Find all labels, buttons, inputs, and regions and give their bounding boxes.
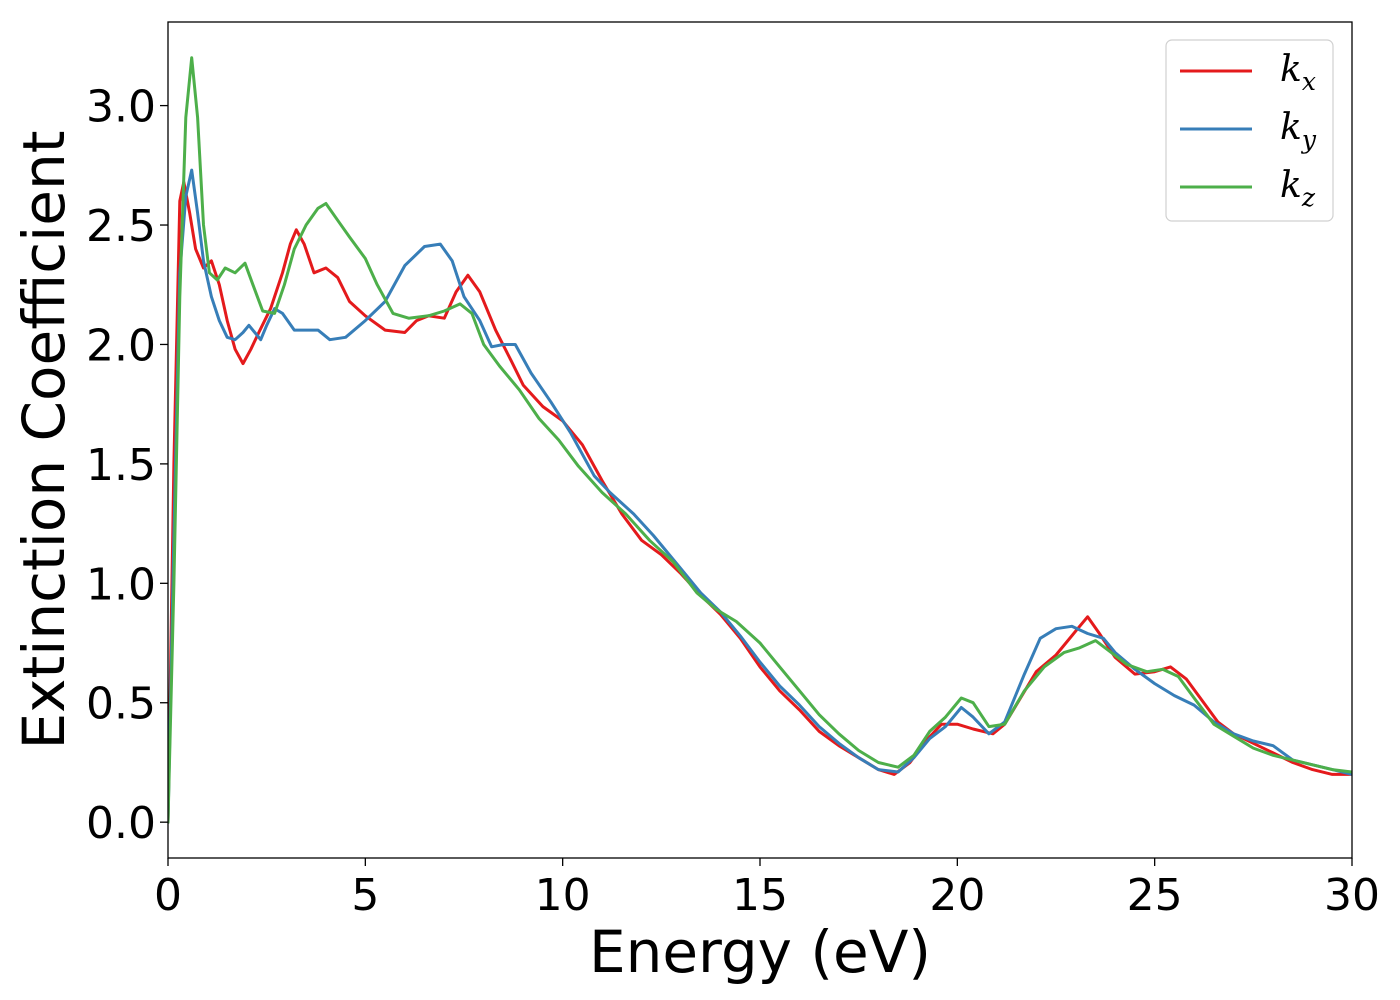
x-tick-label: 30 (1324, 870, 1380, 921)
y-axis-ticks: 0.0 0.5 1.0 1.5 2.0 2.5 3.0 (86, 82, 168, 849)
y-tick-label: 2.5 (86, 201, 156, 252)
x-tick-label: 20 (929, 870, 985, 921)
y-tick-label: 0.0 (86, 798, 156, 849)
x-tick-label: 5 (351, 870, 379, 921)
legend-subscript: x (1302, 67, 1316, 96)
series-layer (168, 56, 1352, 824)
x-tick-label: 0 (154, 870, 182, 921)
x-tick-label: 25 (1127, 870, 1183, 921)
y-tick-label: 0.5 (86, 679, 156, 730)
y-axis-label: Extinction Coefficient (10, 131, 78, 750)
x-axis-ticks: 0 5 10 15 20 25 30 (154, 858, 1380, 921)
legend-label-kz: kz (1280, 165, 1316, 212)
y-tick-label: 1.5 (86, 440, 156, 491)
series-line-kz (168, 56, 1352, 824)
y-tick-label: 2.0 (86, 320, 156, 371)
legend-subscript: y (1301, 125, 1317, 154)
x-tick-label: 10 (535, 870, 591, 921)
series-line-ky (168, 168, 1352, 824)
y-tick-label: 1.0 (86, 559, 156, 610)
series-line-kx (168, 180, 1352, 824)
y-tick-label: 3.0 (86, 82, 156, 133)
legend-subscript: z (1301, 183, 1316, 212)
x-tick-label: 15 (732, 870, 788, 921)
x-axis-label: Energy (eV) (589, 918, 931, 986)
